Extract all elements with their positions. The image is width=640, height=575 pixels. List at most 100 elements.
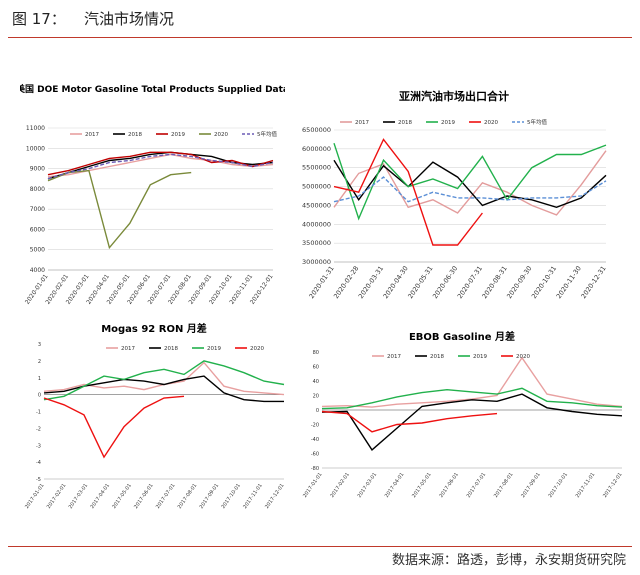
x-tick-label: 2017-02-01 [329,472,351,499]
series-line-2018 [321,393,623,451]
legend-label: 2019 [473,354,487,360]
legend-label: 2019 [441,120,455,126]
x-tick-label: 2020-11-30 [555,265,583,301]
figure-header: 图 17： 汽油市场情况 [0,0,640,40]
asia-gasoline-export-chart: 亚洲汽油市场出口合计 3000000 3500000 4000000 4500000 50… [302,89,608,301]
x-tick-label: 2017-04-01 [90,483,112,510]
y-tick-label: 0 [38,393,41,399]
chart-title: Mogas 92 RON 月差 [101,322,207,335]
x-tick-label: 2020-03-31 [357,265,385,301]
y-tick-label: 0 [316,408,319,414]
y-tick-label: -60 [311,452,319,458]
y-tick-label: -3 [36,443,41,449]
ebob-gasoline-spread-chart: EBOB Gasoline 月差 -80 -60 -40 -20 0 20 40 60 80 201… [302,330,624,499]
y-tick-label: 60 [313,365,319,371]
series-line-2020 [333,138,483,246]
series-line-2017 [47,153,274,178]
x-tick-label: 2017-07-01 [155,483,177,510]
footer-rule [8,546,632,547]
x-tick-label: 2020-01-31 [307,265,335,301]
legend-label: 2018 [164,346,178,352]
y-tick-label: -40 [311,437,319,443]
y-tick-label: 11000 [26,125,45,132]
x-tick-label: 2017-11-01 [242,483,264,510]
legend-label: 2017 [121,346,135,352]
x-tick-label: 2017-03-01 [68,483,90,510]
series-line-2018 [47,151,274,180]
legend-label: 2020 [516,354,530,360]
x-tick-label: 2017-12-01 [602,472,624,499]
x-tick-label: 2017-08-01 [177,483,199,510]
header-rule [8,37,632,38]
x-tick-label: 2017-10-01 [548,472,570,499]
x-tick-label: 2017-01-01 [302,472,324,499]
y-tick-label: 5000 [30,247,45,254]
series-line-2019 [47,151,274,176]
figure-label: 图 17： [12,10,66,28]
x-tick-label: 2017-07-01 [466,472,488,499]
x-tick-label: 2017-03-01 [357,472,379,499]
data-source: 数据来源：路透，彭博，永安期货研究院 [391,553,626,568]
x-tick-label: 2017-09-01 [199,483,221,510]
y-tick-label: 8000 [30,186,45,193]
chart-title: 美国 DOE Motor Gasoline Total Products Sup… [20,83,285,95]
y-tick-label: 6000000 [302,145,331,153]
x-tick-label: 2017-08-01 [493,472,515,499]
series-line-2019 [43,360,285,401]
y-tick-label: 6000 [30,226,45,233]
chart-title: EBOB Gasoline 月差 [409,330,515,343]
x-tick-label: 2020-12-31 [579,265,607,301]
x-tick-label: 2020-10-31 [530,265,558,301]
y-tick-label: 5000000 [302,183,331,191]
chart-title: 亚洲汽油市场出口合计 [399,89,509,103]
y-tick-label: 3 [38,342,41,348]
series-line-2019 [321,387,623,410]
y-tick-label: 9000 [30,166,45,173]
x-tick-label: 2017-11-01 [575,472,597,499]
y-tick-label: 1 [38,376,41,382]
y-tick-label: -5 [36,477,41,483]
series-line-2020 [321,410,498,433]
y-tick-label: 20 [313,394,319,400]
us-gasoline-supplied-chart: 美国 DOE Motor Gasoline Total Products Sup… [20,83,285,306]
x-tick-label: 2020-08-31 [481,265,509,301]
y-tick-label: 10000 [26,145,45,152]
y-tick-label: -20 [311,423,319,429]
y-tick-label: 4500000 [302,201,331,209]
x-tick-label: 2017-04-01 [384,472,406,499]
y-tick-label: 6500000 [302,126,331,134]
legend-label: 2020 [484,120,498,126]
figure-topic: 汽油市场情况 [84,10,175,28]
legend-label: 2018 [430,354,444,360]
y-tick-label: 3500000 [302,239,331,247]
y-tick-label: 5500000 [302,164,331,172]
series-line-2019 [333,142,607,221]
legend-label: 2017 [85,132,99,138]
x-tick-label: 2020-09-30 [505,265,533,301]
legend-label: 2020 [250,346,264,352]
x-tick-label: 2017-05-01 [111,483,133,510]
y-tick-label: -4 [36,460,41,466]
y-tick-label: 3000000 [302,258,331,266]
legend-label: 2019 [207,346,221,352]
y-tick-label: -80 [311,466,319,472]
legend-label: 5年均值 [527,118,547,126]
series-line-2017 [333,150,607,216]
x-tick-label: 2020-06-30 [431,265,459,301]
x-tick-label: 2017-05-01 [411,472,433,499]
x-tick-label: 2020-04-30 [382,265,410,301]
series-line-5年均值 [47,153,274,180]
y-tick-label: 7000 [30,206,45,213]
series-line-5年均值 [333,176,607,203]
y-tick-label: -2 [36,426,41,432]
series-line-2020 [43,395,185,459]
x-tick-label: 2020-05-31 [406,265,434,301]
x-tick-label: 2017-06-01 [133,483,155,510]
legend-label: 2018 [128,132,142,138]
legend-label: 2018 [398,120,412,126]
legend-label: 2017 [387,354,401,360]
y-tick-label: 80 [313,350,319,356]
x-tick-label: 2017-12-01 [264,483,286,510]
x-tick-label: 2017-02-01 [46,483,68,510]
